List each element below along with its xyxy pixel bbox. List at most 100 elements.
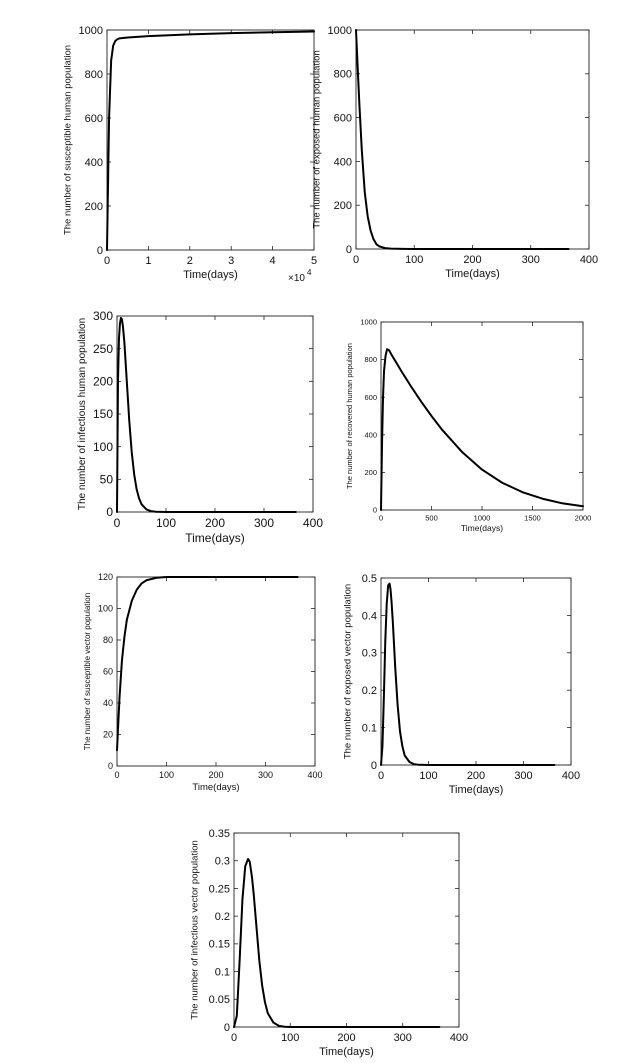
y-tick-label: 0 (108, 761, 113, 771)
y-tick-label: 400 (364, 430, 377, 439)
y-tick-label: 0 (346, 244, 352, 256)
x-tick-label: 1000 (474, 514, 491, 523)
x-tick-label: 1 (145, 255, 151, 267)
y-tick-label: 0.2 (362, 685, 377, 697)
chart-panel-3: 0 100 200 300 400 0 50 100 150 200 250 300 Time(days… (77, 309, 323, 545)
y-tick-label: 200 (93, 375, 113, 389)
y-tick-label: 0 (97, 245, 103, 257)
x-axis-label: Time(days) (183, 269, 238, 281)
x-axis-label: Time(days) (461, 523, 503, 533)
y-tick-label: 50 (100, 473, 114, 487)
y-tick-label: 100 (98, 604, 113, 614)
plot-frame (116, 315, 314, 513)
plot-frame (116, 576, 316, 767)
y-tick-label: 200 (85, 201, 103, 213)
chart-panel-5: 0 100 200 300 400 0 20 40 60 80 100 120 Time(days) Th… (83, 572, 323, 793)
y-tick-label: 0 (373, 506, 377, 515)
y-tick-label: 0 (371, 760, 377, 772)
y-tick-label: 800 (334, 69, 352, 81)
y-tick-label: 120 (98, 572, 113, 582)
series-line-1 (116, 316, 297, 513)
y-tick-label: 300 (93, 309, 113, 323)
y-tick-label: 250 (93, 342, 113, 356)
y-tick-label: 20 (103, 730, 113, 740)
chart-panel-1: 0 1 2 3 4 502004006008001000×104Time(days)The… (62, 25, 317, 284)
chart-panel-7: 0 100 200 300 400 0 0.05 0.1 0.15 0.2 0.25 0.3 0.35 T… (189, 828, 468, 1058)
y-tick-label: 40 (103, 698, 113, 708)
x-tick-label: 400 (580, 254, 598, 266)
y-tick-label: 400 (85, 157, 103, 169)
x-tick-label: 300 (514, 770, 532, 782)
x-tick-label: 3 (228, 255, 234, 267)
y-axis-label: The number of exposed vector population (343, 584, 354, 759)
y-tick-label: 0.05 (209, 994, 230, 1006)
y-axis-label: The number of infectious human populatio… (77, 318, 88, 510)
x-tick-label: 0 (353, 254, 359, 266)
chart-panel-6: 0 100 200 300 400 0 0.1 0.2 0.3 0.4 0.5 Time(days) T… (343, 573, 581, 796)
y-tick-label: 1000 (328, 25, 352, 37)
series-line-1 (233, 858, 441, 1028)
x-tick-label: 0 (231, 1032, 237, 1044)
y-tick-label: 200 (334, 200, 352, 212)
y-tick-label: 200 (364, 468, 377, 477)
plot-frame (106, 29, 315, 251)
y-tick-label: 800 (364, 355, 377, 364)
x-tick-label: 0 (114, 516, 121, 530)
y-tick-label: 600 (364, 393, 377, 402)
plot-frame (380, 321, 584, 511)
y-tick-label: 60 (103, 667, 113, 677)
x-tick-label: 200 (463, 254, 481, 266)
x-axis-label: Time(days) (185, 531, 245, 545)
plot-frame (233, 832, 460, 1028)
y-axis-label: The number of recovered human population (345, 343, 354, 489)
x-tick-label: 200 (208, 770, 223, 780)
x-tick-label: 300 (254, 516, 274, 530)
x-tick-label: 100 (281, 1032, 299, 1044)
x-axis-label: Time(days) (192, 782, 239, 793)
chart-panel-4: 0 500 1000 1500 200002004006008001000Time(da… (345, 318, 591, 533)
y-axis-label: The number of exposed human population (311, 50, 322, 229)
y-tick-label: 800 (85, 69, 103, 81)
y-tick-label: 0.35 (209, 828, 230, 840)
y-tick-label: 1000 (360, 318, 377, 327)
x-tick-label: 100 (405, 254, 423, 266)
x-tick-label: 300 (258, 770, 273, 780)
x-tick-label: 300 (522, 254, 540, 266)
y-tick-label: 0.3 (362, 648, 377, 660)
y-tick-label: 150 (93, 407, 113, 421)
x-tick-label: 2000 (575, 514, 592, 523)
x-axis-label: Time(days) (445, 268, 500, 280)
y-tick-label: 100 (93, 440, 113, 454)
x-tick-label: 100 (159, 770, 174, 780)
y-axis-label: The number of susceptible vector populat… (83, 593, 92, 750)
x-tick-label: 400 (307, 770, 322, 780)
y-tick-label: 400 (334, 156, 352, 168)
x-tick-label: 0 (114, 770, 119, 780)
x-tick-label: 5 (311, 255, 317, 267)
x-tick-label: 200 (337, 1032, 355, 1044)
x-tick-label: 0 (379, 514, 383, 523)
plot-frame (380, 577, 572, 766)
y-tick-label: 0.1 (362, 722, 377, 734)
x-tick-label: 0 (104, 255, 110, 267)
x-axis-label: Time(days) (319, 1046, 374, 1058)
y-tick-label: 80 (103, 635, 113, 645)
x-tick-label: 0 (378, 770, 384, 782)
x-tick-label: 100 (156, 516, 176, 530)
y-tick-label: 0.3 (215, 856, 230, 868)
series-line-1 (106, 30, 315, 251)
x-tick-label: 100 (419, 770, 437, 782)
x-tick-label: 2 (187, 255, 193, 267)
x-axis-label: Time(days) (449, 784, 504, 796)
y-tick-label: 1000 (79, 25, 103, 37)
y-tick-label: 0.1 (215, 966, 230, 978)
plot-frame (355, 29, 590, 250)
y-tick-label: 0.2 (215, 911, 230, 923)
x-tick-label: 400 (562, 770, 580, 782)
y-tick-label: 0.15 (209, 939, 230, 951)
x-tick-label: 200 (467, 770, 485, 782)
x-tick-label: 400 (450, 1032, 468, 1044)
y-tick-label: 0 (224, 1022, 230, 1034)
x-tick-label: 400 (303, 516, 323, 530)
